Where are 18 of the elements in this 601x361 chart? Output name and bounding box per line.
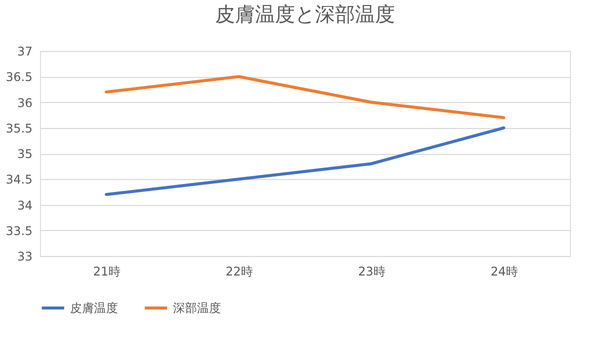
line-series [104, 75, 506, 120]
legend-label: 皮膚温度 [70, 301, 118, 315]
y-tick-label: 37 [17, 44, 32, 58]
x-tick-label: 24時 [490, 264, 518, 278]
y-tick-label: 33 [17, 250, 32, 264]
x-tick-label: 21時 [93, 264, 120, 278]
y-tick-label: 36 [17, 96, 32, 110]
y-tick-label: 35 [17, 147, 32, 161]
y-tick-label: 34 [17, 198, 32, 212]
line-series [104, 126, 506, 196]
x-tick-label: 22時 [226, 264, 253, 278]
y-tick-label: 35.5 [6, 121, 32, 136]
y-tick-label: 36.5 [6, 70, 32, 84]
legend-label: 深部温度 [173, 301, 221, 315]
y-tick-label: 34.5 [6, 172, 32, 187]
chart-title: 皮膚温度と深部温度 [215, 2, 395, 26]
y-tick-label: 33.5 [6, 224, 32, 238]
x-tick-label: 23時 [358, 264, 386, 278]
